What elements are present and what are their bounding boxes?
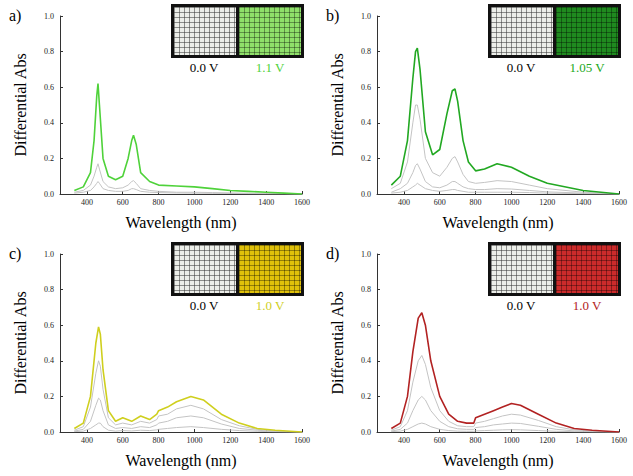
svg-text:800: 800: [153, 198, 165, 207]
svg-text:0.4: 0.4: [44, 356, 54, 365]
html-text:1.0 V: 1.0 V: [255, 298, 285, 313]
svg-text:800: 800: [470, 198, 482, 207]
svg-text:1600: 1600: [294, 198, 310, 207]
svg-text:0.6: 0.6: [361, 321, 371, 330]
svg-text:Wavelength (nm): Wavelength (nm): [125, 452, 236, 470]
svg-text:1600: 1600: [294, 436, 310, 445]
svg-text:1400: 1400: [575, 198, 591, 207]
svg-text:Differential Abs: Differential Abs: [329, 291, 346, 394]
svg-text:Wavelength (nm): Wavelength (nm): [125, 214, 236, 232]
svg-text:1200: 1200: [222, 198, 238, 207]
svg-text:c): c): [9, 245, 21, 263]
svg-text:1200: 1200: [539, 436, 555, 445]
svg-text:0.8: 0.8: [361, 47, 371, 56]
svg-text:1200: 1200: [222, 436, 238, 445]
svg-text:0.4: 0.4: [361, 356, 371, 365]
svg-text:1400: 1400: [258, 436, 274, 445]
svg-text:1.0: 1.0: [44, 12, 54, 21]
svg-text:d): d): [326, 245, 339, 263]
svg-text:400: 400: [398, 436, 410, 445]
svg-text:0.0: 0.0: [361, 190, 371, 199]
svg-text:1.0: 1.0: [44, 250, 54, 259]
svg-text:1.0: 1.0: [361, 250, 371, 259]
svg-text:1200: 1200: [539, 198, 555, 207]
svg-text:600: 600: [434, 198, 446, 207]
html-text:0.0 V: 0.0 V: [189, 60, 219, 75]
html-text:1.05 V: 1.05 V: [569, 60, 605, 75]
svg-text:600: 600: [434, 436, 446, 445]
html-text:1.1 V: 1.1 V: [255, 60, 285, 75]
svg-text:a): a): [9, 7, 21, 25]
svg-text:0.6: 0.6: [44, 321, 54, 330]
svg-text:600: 600: [117, 436, 129, 445]
svg-text:Wavelength (nm): Wavelength (nm): [442, 214, 553, 232]
svg-text:0.4: 0.4: [44, 118, 54, 127]
svg-text:400: 400: [81, 198, 93, 207]
svg-text:800: 800: [470, 436, 482, 445]
svg-text:0.6: 0.6: [44, 83, 54, 92]
svg-text:1000: 1000: [186, 198, 202, 207]
svg-text:0.6: 0.6: [361, 83, 371, 92]
svg-text:b): b): [326, 7, 339, 25]
svg-text:400: 400: [398, 198, 410, 207]
svg-text:1600: 1600: [611, 436, 627, 445]
html-text:0.0 V: 0.0 V: [189, 298, 219, 313]
svg-text:0.2: 0.2: [361, 392, 371, 401]
svg-text:1000: 1000: [503, 436, 519, 445]
svg-text:1600: 1600: [611, 198, 627, 207]
svg-text:0.2: 0.2: [44, 392, 54, 401]
svg-text:1400: 1400: [258, 198, 274, 207]
html-text:1.0 V: 1.0 V: [572, 298, 602, 313]
svg-text:1000: 1000: [186, 436, 202, 445]
svg-text:Differential Abs: Differential Abs: [12, 53, 29, 156]
svg-text:0.0: 0.0: [44, 428, 54, 437]
svg-text:0.2: 0.2: [44, 154, 54, 163]
svg-text:0.2: 0.2: [361, 154, 371, 163]
svg-text:1.0: 1.0: [361, 12, 371, 21]
svg-text:0.0: 0.0: [44, 190, 54, 199]
svg-text:0.0: 0.0: [361, 428, 371, 437]
svg-text:0.8: 0.8: [44, 285, 54, 294]
svg-text:1000: 1000: [503, 198, 519, 207]
html-text:0.0 V: 0.0 V: [506, 60, 536, 75]
svg-text:Differential Abs: Differential Abs: [12, 291, 29, 394]
svg-text:600: 600: [117, 198, 129, 207]
svg-text:0.4: 0.4: [361, 118, 371, 127]
svg-text:Wavelength (nm): Wavelength (nm): [442, 452, 553, 470]
svg-text:400: 400: [81, 436, 93, 445]
html-text:0.0 V: 0.0 V: [506, 298, 536, 313]
svg-text:0.8: 0.8: [44, 47, 54, 56]
svg-text:Differential Abs: Differential Abs: [329, 53, 346, 156]
svg-text:0.8: 0.8: [361, 285, 371, 294]
svg-text:800: 800: [153, 436, 165, 445]
svg-text:1400: 1400: [575, 436, 591, 445]
